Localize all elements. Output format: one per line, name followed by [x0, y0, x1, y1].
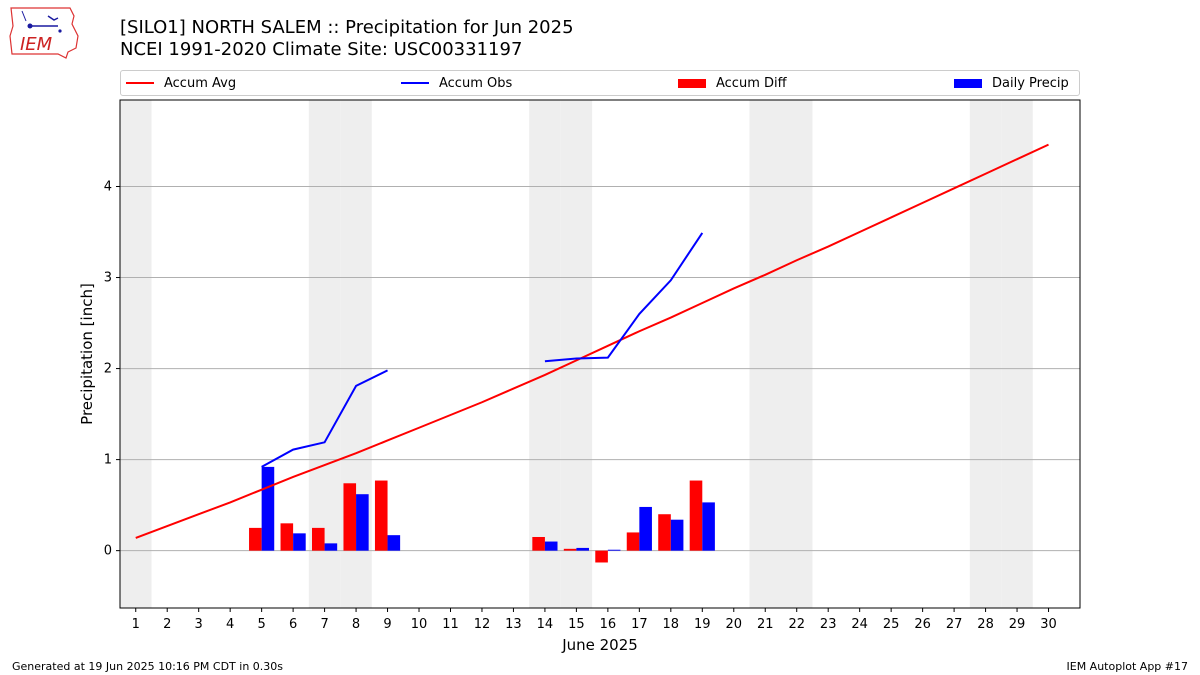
- xtick-label-19: 19: [694, 617, 711, 632]
- xtick-label-26: 26: [914, 617, 931, 632]
- accum-obs-line-1: [261, 369, 388, 468]
- accum-diff-bar-5: [249, 527, 262, 551]
- legend: Accum Avg Accum Obs Accum Diff Daily Pre…: [120, 70, 1080, 96]
- xtick-label-14: 14: [537, 617, 554, 632]
- accum-diff-bar-14: [532, 536, 545, 551]
- xtick-label-13: 13: [505, 617, 522, 632]
- daily-precip-bar-15: [576, 547, 589, 551]
- weekend-band-28: [969, 100, 1002, 608]
- xtick-label-2: 2: [163, 617, 171, 632]
- iem-logo: IEM: [9, 7, 79, 59]
- chart-title: [SILO1] NORTH SALEM :: Precipitation for…: [120, 17, 574, 38]
- xtick-label-15: 15: [568, 617, 585, 632]
- accum-avg-line: [135, 143, 1049, 539]
- daily-precip-bar-5: [261, 466, 275, 551]
- xtick-label-1: 1: [132, 617, 140, 632]
- footer-app: IEM Autoplot App #17: [1066, 660, 1189, 673]
- chart-subtitle: NCEI 1991-2020 Climate Site: USC00331197: [120, 39, 523, 60]
- accum-diff-bar-6: [280, 523, 294, 551]
- legend-swatch-accum-obs: [401, 82, 429, 84]
- accum-diff-bar-19: [689, 480, 703, 551]
- xtick-label-29: 29: [1009, 617, 1026, 632]
- weekend-shading: [120, 100, 1033, 608]
- legend-label-accum-avg: Accum Avg: [164, 75, 237, 91]
- accum-diff-bar-15: [563, 548, 577, 551]
- legend-swatch-accum-avg: [126, 82, 154, 84]
- xtick-label-27: 27: [946, 617, 963, 632]
- ytick-label-0: 0: [104, 544, 112, 559]
- weekend-band-29: [1001, 100, 1033, 608]
- legend-item-accum-avg: Accum Avg: [126, 71, 236, 95]
- xtick-label-3: 3: [195, 617, 203, 632]
- y-axis-label: Precipitation [inch]: [78, 283, 96, 425]
- ytick-label-2: 2: [104, 362, 112, 377]
- accum-diff-bar-9: [374, 480, 388, 551]
- xtick-label-22: 22: [788, 617, 805, 632]
- daily-precip-bar-6: [293, 533, 306, 551]
- accum-diff-bar-18: [658, 514, 671, 551]
- xtick-label-28: 28: [977, 617, 994, 632]
- xtick-label-11: 11: [442, 617, 459, 632]
- accum-diff-bar-7: [312, 527, 325, 551]
- daily-precip-bar-19: [702, 502, 715, 551]
- xtick-label-4: 4: [226, 617, 234, 632]
- xtick-label-25: 25: [883, 617, 900, 632]
- weekend-band-21: [749, 100, 781, 608]
- iem-logo-text: IEM: [20, 34, 53, 55]
- daily-precip-bar-14: [544, 541, 558, 551]
- ytick-label-1: 1: [104, 453, 112, 468]
- ytick-label-3: 3: [104, 271, 112, 286]
- xtick-label-5: 5: [257, 617, 265, 632]
- xtick-label-18: 18: [663, 617, 680, 632]
- accum-obs-line-2: [544, 232, 704, 363]
- weekend-band-1: [120, 100, 152, 608]
- xtick-label-10: 10: [411, 617, 428, 632]
- xtick-label-6: 6: [289, 617, 297, 632]
- ytick-label-4: 4: [104, 179, 112, 194]
- daily-precip-bar-17: [639, 506, 652, 551]
- xtick-label-17: 17: [631, 617, 648, 632]
- xtick-label-16: 16: [600, 617, 617, 632]
- daily-precip-bar-18: [670, 519, 684, 551]
- xtick-label-20: 20: [725, 617, 742, 632]
- plot-frame: [119, 99, 1081, 609]
- legend-item-accum-obs: Accum Obs: [401, 71, 512, 95]
- xtick-label-24: 24: [851, 617, 868, 632]
- xtick-label-23: 23: [820, 617, 837, 632]
- daily-precip-bar-8: [356, 494, 369, 551]
- xtick-label-8: 8: [352, 617, 360, 632]
- weekend-band-22: [780, 100, 813, 608]
- xtick-label-9: 9: [383, 617, 391, 632]
- legend-item-daily-precip: Daily Precip: [954, 71, 1069, 95]
- xtick-label-12: 12: [474, 617, 491, 632]
- legend-label-accum-obs: Accum Obs: [439, 75, 513, 91]
- weekend-band-14: [529, 100, 561, 608]
- accum-diff-bar-17: [626, 532, 640, 551]
- accum-diff-bar-16: [595, 550, 608, 563]
- daily-precip-bar-7: [324, 543, 338, 551]
- x-axis-label: June 2025: [561, 636, 638, 654]
- xtick-label-21: 21: [757, 617, 774, 632]
- xtick-label-30: 30: [1040, 617, 1057, 632]
- daily-precip-bar-9: [387, 535, 401, 551]
- weekend-band-15: [560, 100, 593, 608]
- footer-generated: Generated at 19 Jun 2025 10:16 PM CDT in…: [12, 660, 284, 673]
- lines: [135, 143, 1049, 539]
- accum-diff-bar-8: [343, 483, 357, 551]
- legend-swatch-daily-precip: [954, 78, 982, 88]
- xtick-label-7: 7: [320, 617, 328, 632]
- legend-swatch-accum-diff: [678, 78, 706, 88]
- bars: [249, 466, 715, 563]
- legend-label-accum-diff: Accum Diff: [716, 75, 787, 91]
- daily-precip-bar-16: [607, 549, 621, 551]
- weekend-band-7: [308, 100, 341, 608]
- legend-label-daily-precip: Daily Precip: [992, 75, 1069, 91]
- legend-item-accum-diff: Accum Diff: [678, 71, 787, 95]
